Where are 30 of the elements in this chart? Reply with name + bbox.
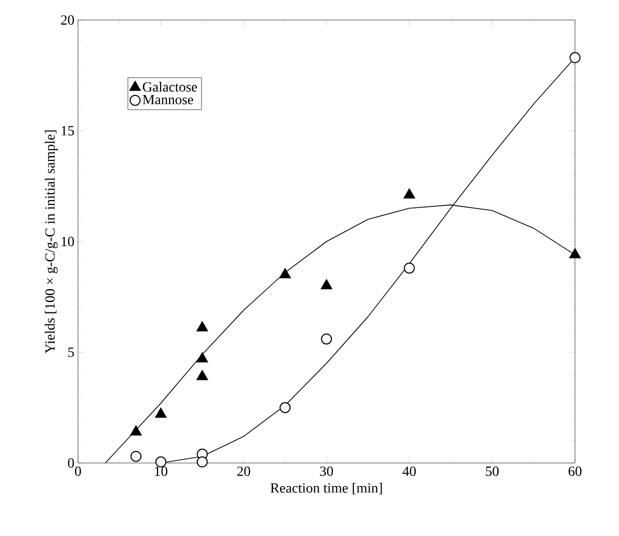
point	[320, 279, 332, 290]
x-tick-label: 50	[486, 466, 499, 476]
point	[130, 425, 142, 436]
point	[130, 450, 142, 462]
point	[279, 268, 291, 278]
y-tick-label: 10	[62, 236, 74, 246]
point	[155, 408, 167, 418]
legend-label: Mannose	[142, 94, 194, 104]
y-axis-title: Yields [100 × g-C/g-C in initial sample]	[44, 130, 58, 354]
x-tick-label: 40	[402, 466, 416, 476]
point	[196, 370, 208, 380]
point	[280, 402, 291, 414]
point	[196, 456, 208, 468]
x-tick-label: 20	[237, 466, 250, 476]
y-tick-label: 15	[62, 126, 74, 136]
x-tick-label: 30	[320, 466, 333, 476]
point	[404, 188, 416, 198]
y-tick-label: 20	[61, 15, 74, 25]
point	[196, 321, 208, 332]
point	[155, 456, 166, 468]
x-tick-label: 10	[155, 466, 168, 476]
y-tick-label: 0	[68, 458, 74, 468]
x-tick-label: 0	[75, 466, 81, 476]
point	[196, 352, 208, 362]
legend-label: Galactose	[142, 82, 198, 92]
point	[569, 248, 581, 258]
y-tick-label: 5	[68, 348, 74, 357]
x-axis-title: Reaction time [min]	[270, 482, 382, 494]
point	[321, 333, 332, 344]
x-tick-label: 60	[568, 466, 582, 476]
